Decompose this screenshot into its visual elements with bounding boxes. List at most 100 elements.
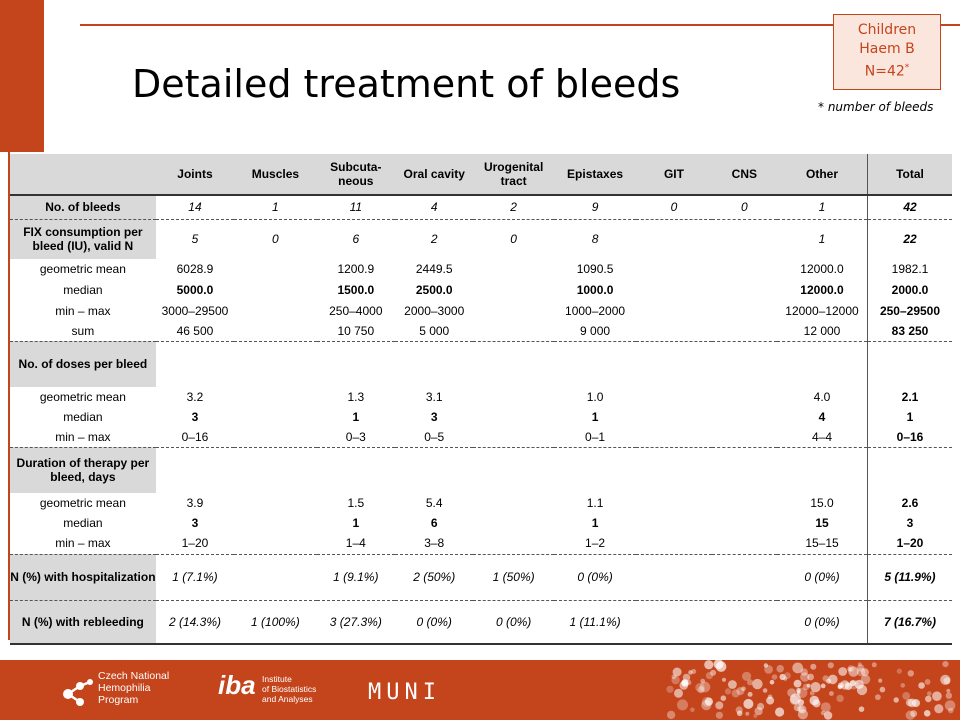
table-cell: 6028.9	[176, 262, 214, 276]
table-cell: 0	[636, 195, 712, 220]
table-cell	[711, 427, 778, 448]
table-cell: 2000–3000	[404, 303, 465, 318]
table-cell: 0–1	[553, 427, 637, 448]
table-cell	[554, 447, 636, 493]
total-cell: 2.6	[866, 493, 952, 513]
table-cell	[395, 447, 473, 493]
row-label: FIX consumption per bleed (IU), valid N	[10, 219, 156, 259]
table-cell	[234, 533, 317, 555]
table-cell	[636, 407, 711, 427]
table-cell	[234, 387, 316, 407]
col-cns: CNS	[711, 154, 778, 196]
table-cell: 1000–2000	[565, 303, 626, 318]
table-cell	[473, 407, 553, 427]
table-cell: 0	[510, 232, 517, 247]
table-cell: 15–15	[777, 533, 868, 555]
row-label: N (%) with rebleeding	[10, 600, 156, 645]
table-cell	[473, 513, 553, 533]
total-cell: 83 250	[866, 321, 952, 342]
table-cell: 2500.0	[415, 282, 453, 297]
iba-text: Institute of Biostatistics and Analyses	[262, 674, 317, 704]
table-cell: 1	[234, 195, 317, 220]
table-cell: 0 (0%)	[777, 554, 868, 601]
table-cell: 0–5	[395, 427, 474, 448]
table-cell	[234, 427, 317, 448]
table-cell: 2 (14.3%)	[155, 600, 235, 645]
table-cell	[636, 427, 712, 448]
table-row: N (%) with rebleeding 2 (14.3%) 1 (100%) 3 …	[10, 600, 952, 645]
table-cell	[473, 387, 553, 407]
table-cell: 1 (50%)	[473, 554, 554, 601]
table-cell: 11	[316, 195, 396, 220]
table-cell: 2449.5	[415, 262, 453, 276]
table-row: min – max 1–20 1–4 3–8 1–2 15–15 1–20	[10, 533, 952, 555]
iba-logo: iba Institute of Biostatistics and Analy…	[218, 670, 316, 704]
table-cell	[712, 387, 777, 407]
row-label: median	[10, 513, 156, 533]
col-joints: Joints	[155, 154, 235, 196]
table-cell	[156, 447, 234, 493]
table-row: FIX consumption per bleed (IU), valid N 5…	[10, 219, 952, 259]
table-cell: 4.0	[813, 390, 831, 404]
cnhp-logo-text: Czech National Hemophilia Program	[98, 670, 170, 706]
table-cell	[712, 259, 777, 279]
table-cell	[636, 259, 711, 279]
table-cell: 250–4000	[329, 303, 383, 318]
table-row: N (%) with hospitalization 1 (7.1%) 1 (9.1…	[10, 554, 952, 601]
table-cell	[234, 321, 317, 342]
table-cell: 5 000	[395, 321, 474, 342]
cohort-badge: Children Haem B N=42*	[833, 14, 941, 90]
table-cell: 6	[352, 232, 360, 247]
table-cell	[711, 321, 778, 342]
table-cell: 1 (100%)	[234, 600, 317, 645]
table-cell	[473, 259, 553, 279]
table-cell: 2 (50%)	[395, 554, 474, 601]
table-cell: 0–3	[316, 427, 396, 448]
table-cell	[636, 493, 711, 513]
iba-mark: iba	[218, 670, 256, 700]
table-row: min – max 3000–29500 250–4000 2000–3000 1000…	[10, 300, 952, 321]
badge-line-2: Haem B	[859, 41, 915, 57]
table-cell: 8	[591, 232, 599, 247]
table-cell	[636, 447, 711, 493]
row-label: N (%) with hospitalization	[10, 554, 156, 601]
table-cell	[636, 387, 711, 407]
total-cell: 2.1	[866, 387, 952, 407]
table-cell	[712, 407, 777, 427]
table-cell: 9 000	[553, 321, 637, 342]
total-cell: 0–16	[866, 427, 952, 448]
table-cell: 1–2	[553, 533, 637, 555]
col-git: GIT	[636, 154, 712, 196]
table-cell	[636, 554, 712, 601]
slide-title: Detailed treatment of bleeds	[132, 62, 681, 106]
table-cell	[473, 427, 554, 448]
table-cell	[234, 259, 316, 279]
table-cell	[473, 341, 553, 387]
row-label: median	[10, 279, 156, 300]
table-cell: 5.4	[425, 496, 443, 510]
table-cell: 1	[352, 410, 360, 424]
table-cell: 1–20	[155, 533, 235, 555]
col-urogenital: Urogenital tract	[473, 154, 554, 196]
table-cell	[473, 321, 554, 342]
table-cell: 14	[155, 195, 235, 220]
table-row: No. of bleeds 14 1 11 4 2 9 0 0 1 42	[10, 195, 952, 220]
table-cell: 4–4	[777, 427, 868, 448]
table-cell	[777, 447, 867, 493]
table-body: No. of bleeds 14 1 11 4 2 9 0 0 1 42 FIX consumptio…	[10, 195, 952, 645]
table-cell	[554, 341, 636, 387]
table-cell: 12000.0	[800, 282, 844, 297]
table-cell: 2	[430, 232, 438, 247]
table-cell: 2	[473, 195, 554, 220]
table-header-row: Joints Muscles Subcuta- neous Oral cavit…	[10, 154, 952, 196]
table-cell: 0 (0%)	[777, 600, 868, 645]
table-row: median 3 1 3 1 4 1	[10, 407, 952, 427]
row-label: No. of bleeds	[10, 195, 156, 220]
table-cell: 1000.0	[576, 282, 614, 297]
table-cell	[317, 447, 395, 493]
table-cell: 1.3	[347, 390, 365, 404]
table-cell: 1–4	[316, 533, 396, 555]
treatment-table: Joints Muscles Subcuta- neous Oral cavit…	[10, 154, 952, 645]
table-cell	[473, 533, 554, 555]
table-cell: 1	[818, 232, 826, 247]
